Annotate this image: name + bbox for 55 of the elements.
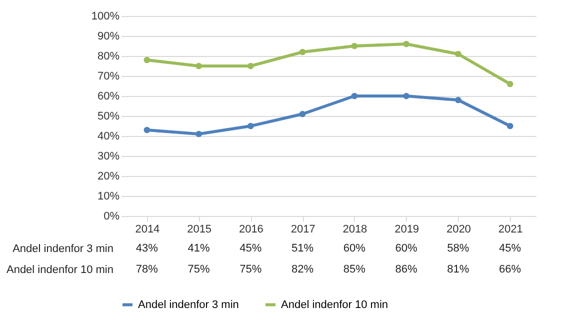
point [455,50,462,58]
point [403,92,410,100]
data-label: 78% [136,264,158,276]
data-label: 58% [447,242,470,254]
x-tick-label: 2018 [342,224,368,236]
point [299,48,306,56]
x-tick-label: 2019 [394,224,420,236]
x-tick-label: 2020 [446,224,471,236]
point [196,130,202,138]
legend-label: Andel indenfor 3 min [138,298,239,311]
x-tick-label: 2015 [187,224,212,236]
data-label: 43% [136,242,158,254]
data-label: 86% [395,264,418,276]
point [248,62,254,70]
data-label: 82% [292,264,314,276]
point [506,80,514,88]
y-tick-label: 70% [97,70,120,82]
data-label: 75% [240,264,262,276]
x-tick-label: 2016 [238,224,264,236]
text: Andel indenfor 10 min [6,264,114,276]
point [455,96,462,104]
y-tick-label: 0% [104,210,120,222]
y-tick-label: 30% [97,150,120,162]
x-tick-label: 2014 [135,224,160,236]
y-tick-label: 100% [91,10,120,22]
y-tick-label: 40% [97,130,120,142]
data-label: 45% [499,242,522,254]
data-label: 41% [188,242,210,254]
point [506,122,514,130]
point [351,42,358,50]
x-tick-label: 2021 [498,224,523,236]
data-label: 60% [343,242,366,254]
data-label: 75% [188,264,210,276]
point [248,122,254,130]
y-tick-label: 20% [97,170,120,182]
y-tick-label: 60% [97,90,120,102]
point [196,62,202,70]
point [351,92,358,100]
data-label: 51% [292,242,314,254]
text: Andel indenfor 3 min [12,243,114,255]
x-tick-label: 2017 [290,224,316,236]
data-label: 85% [343,264,366,276]
y-tick-label: 10% [97,190,120,202]
point [144,56,150,64]
y-tick-label: 80% [97,50,120,62]
point [403,40,410,48]
data-label: 60% [395,242,418,254]
y-tick-label: 90% [97,30,120,42]
y-tick-label: 50% [97,110,120,122]
point [299,110,306,118]
legend-label: Andel indenfor 10 min [281,298,388,311]
data-label: 66% [499,264,522,276]
data-label: 45% [240,242,262,254]
point [144,126,150,134]
data-label: 81% [447,264,470,276]
